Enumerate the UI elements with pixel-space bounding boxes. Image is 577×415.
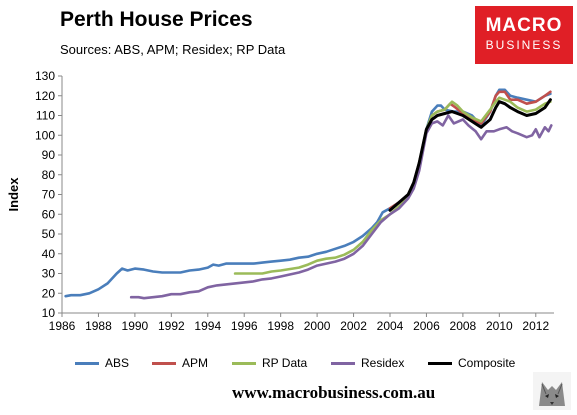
legend-label: ABS — [105, 356, 130, 370]
y-tick-label: 90 — [42, 148, 56, 162]
series-line-composite — [388, 98, 552, 212]
x-tick-label: 1994 — [194, 319, 221, 333]
y-tick-label: 20 — [42, 286, 56, 300]
legend-swatch — [428, 361, 452, 365]
legend-swatch — [152, 361, 176, 365]
legend-item-apm: APM — [152, 356, 208, 370]
x-tick-label: 1990 — [122, 319, 149, 333]
x-tick-label: 2000 — [304, 319, 331, 333]
x-tick-label: 2002 — [340, 319, 367, 333]
x-tick-label: 1996 — [231, 319, 258, 333]
x-tick-label: 1992 — [158, 319, 185, 333]
x-tick-label: 2012 — [522, 319, 549, 333]
x-tick-label: 1986 — [49, 319, 76, 333]
legend-label: RP Data — [262, 356, 308, 370]
x-tick-label: 2004 — [377, 319, 404, 333]
legend-label: APM — [182, 356, 209, 370]
y-tick-label: 40 — [42, 247, 56, 261]
legend-item-residex: Residex — [331, 356, 404, 370]
y-tick-label: 30 — [42, 267, 56, 281]
y-tick-label: 70 — [42, 188, 56, 202]
x-tick-label: 2008 — [450, 319, 477, 333]
series-line-residex — [129, 114, 553, 300]
legend-swatch — [232, 361, 256, 365]
x-tick-label: 2010 — [486, 319, 513, 333]
y-tick-label: 100 — [35, 128, 55, 142]
wolf-logo-icon — [533, 372, 571, 410]
legend-swatch — [75, 361, 99, 365]
legend-label: Composite — [458, 356, 516, 370]
y-tick-label: 80 — [42, 168, 56, 182]
y-tick-label: 120 — [35, 89, 55, 103]
x-tick-label: 1988 — [85, 319, 112, 333]
logo-line2: BUSINESS — [485, 38, 563, 52]
y-axis-label: Index — [6, 177, 21, 212]
chart-subtitle: Sources: ABS, APM; Residex; RP Data — [60, 42, 286, 57]
chart-title: Perth House Prices — [60, 8, 253, 31]
legend-item-composite: Composite — [428, 356, 515, 370]
macro-business-logo: MACRO BUSINESS — [475, 6, 573, 64]
legend-item-abs: ABS — [75, 356, 129, 370]
series-line-rp-data — [233, 96, 552, 275]
legend-swatch — [331, 361, 355, 365]
y-tick-label: 50 — [42, 227, 56, 241]
footer-url: www.macrobusiness.com.au — [232, 383, 436, 402]
x-tick-label: 2006 — [413, 319, 440, 333]
series-line-apm — [388, 90, 552, 210]
x-tick-label: 1998 — [267, 319, 294, 333]
legend-item-rp-data: RP Data — [232, 356, 307, 370]
y-tick-label: 60 — [42, 207, 56, 221]
y-tick-label: 130 — [35, 69, 55, 83]
y-tick-label: 10 — [42, 306, 56, 320]
y-tick-label: 110 — [36, 109, 55, 123]
legend-label: Residex — [361, 356, 405, 370]
logo-line1: MACRO — [485, 15, 563, 36]
